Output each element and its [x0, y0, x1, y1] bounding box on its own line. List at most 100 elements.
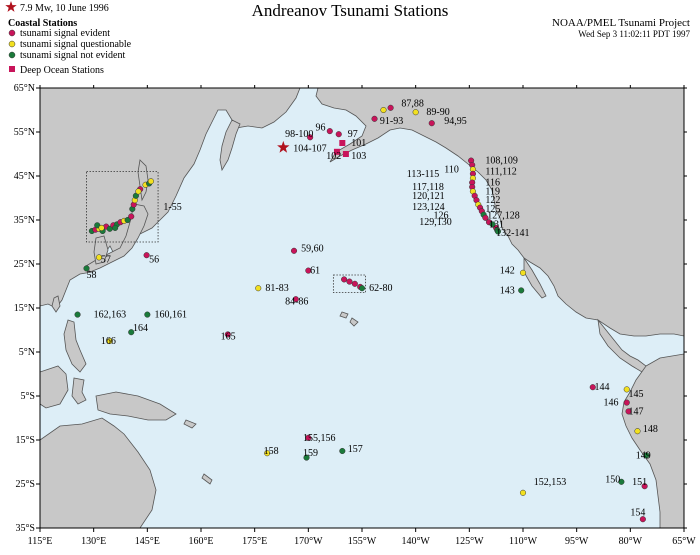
station-label: 89-90 [426, 107, 449, 118]
station-label: 154 [630, 508, 645, 519]
station-marker-questionable [255, 285, 262, 292]
legend-deep-label: Deep Ocean Stations [20, 65, 104, 76]
land-philippines [63, 319, 87, 373]
station-marker-evident [305, 434, 312, 441]
land-australia [40, 417, 157, 528]
station-marker-evident [625, 408, 632, 415]
station-marker-evident [641, 483, 648, 490]
station-label: 142 [500, 266, 515, 277]
land-kamchatka [219, 119, 241, 172]
land-sakhalin [137, 159, 149, 202]
station-label: 145 [629, 389, 644, 400]
legend-not-evident-marker [8, 51, 16, 59]
station-label: 131 [489, 219, 504, 230]
lon-tick-label: 110°W [509, 536, 538, 547]
station-label: 159 [303, 448, 318, 459]
station-marker-not-evident [303, 454, 310, 461]
land-new-guinea [95, 391, 177, 421]
station-marker-evident [351, 280, 358, 287]
station-label: 111,112 [485, 167, 516, 178]
lon-tick-label: 170°W [294, 536, 323, 547]
station-marker-questionable [264, 450, 271, 457]
lon-tick-label: 145°E [135, 536, 160, 547]
landmasses [40, 88, 684, 528]
coastal-station-markers [74, 104, 650, 523]
station-marker-questionable [634, 428, 641, 435]
station-label: 123,124 [412, 202, 445, 213]
station-label: 97 [348, 129, 358, 140]
lon-tick-label: 125°W [455, 536, 484, 547]
lat-tick-label: 15°S [15, 435, 35, 446]
station-label: 120,121 [412, 191, 445, 202]
station-label: 108,109 [485, 156, 518, 167]
land-hawaii [339, 311, 359, 327]
station-label: 57 [101, 255, 111, 266]
station-label: 160,161 [154, 310, 187, 321]
lon-tick-label: 130°E [81, 536, 106, 547]
station-label: 158 [264, 446, 279, 457]
station-marker-evident [290, 247, 298, 254]
land-solomons [183, 419, 197, 429]
lon-tick-label: 140°W [401, 536, 430, 547]
station-label: 84-86 [285, 296, 308, 307]
station-marker-questionable [519, 269, 527, 276]
station-label: 87,88 [401, 98, 424, 109]
station-label: 165 [221, 332, 236, 343]
lat-tick-label: 45°N [14, 171, 35, 182]
station-marker-not-evident [128, 329, 135, 336]
station-label: 116 [485, 178, 500, 189]
station-label: 91-93 [380, 116, 403, 127]
station-marker-not-evident [112, 224, 119, 231]
station-marker-evident [224, 331, 231, 338]
land-taiwan [51, 295, 61, 313]
legend-star-icon [5, 1, 17, 12]
station-label: 144 [595, 382, 610, 393]
station-labels: 1-55 56 57 58 59,60 61 62-80 81-83 84-86 87,8889-… [87, 98, 658, 518]
station-label: 113-115 [407, 169, 440, 180]
station-marker-not-evident [339, 447, 346, 455]
credit-project: NOAA/PMEL Tsunami Project [552, 17, 690, 29]
station-label: 125 [485, 204, 500, 215]
station-label: 1-55 [163, 202, 181, 213]
station-label: 62-80 [369, 283, 392, 294]
station-label: 103 [351, 151, 366, 162]
station-marker-evident [341, 276, 348, 283]
inset-boxes [86, 171, 366, 294]
land-japan [85, 203, 149, 273]
station-label: 119 [485, 186, 500, 197]
station-label: 166 [101, 336, 116, 347]
station-marker-not-evident [144, 311, 151, 318]
station-label: 150 [605, 475, 620, 486]
station-marker-evident [371, 115, 378, 122]
legend-questionable-label: tsunami signal questionable [20, 39, 132, 50]
land-borneo [40, 365, 69, 409]
station-marker-evident [428, 120, 435, 127]
inset-box [332, 274, 366, 294]
station-marker-evident [143, 252, 150, 259]
legend-evident-label: tsunami signal evident [20, 28, 110, 39]
station-marker-evident [482, 214, 489, 221]
legend-not-evident-label: tsunami signal not evident [20, 50, 125, 61]
station-label: 132-141 [496, 228, 529, 239]
lat-tick-label: 65°N [14, 83, 35, 94]
station-label: 149 [636, 450, 651, 461]
lat-tick-label: 25°N [14, 259, 35, 270]
station-label: 162,163 [94, 310, 127, 321]
lat-tick-label: 55°N [14, 127, 35, 138]
station-marker-evident [128, 213, 135, 220]
lat-tick-label: 5°N [19, 347, 35, 358]
station-marker-evident [326, 128, 333, 135]
station-marker-evident [292, 296, 299, 303]
station-label: 98-100 [285, 129, 313, 140]
epicenter-star-icon [277, 140, 290, 153]
station-marker-questionable [380, 106, 387, 114]
inset-box [86, 171, 159, 243]
longitude-axis: 115°E 130°E 145°E 160°E 175°E 170°W 155°W 140°W… [28, 85, 696, 547]
map-title: Andreanov Tsunami Stations [252, 1, 449, 20]
lat-tick-label: 15°N [14, 303, 35, 314]
legend-event-label: 7.9 Mw, 10 June 1996 [20, 3, 109, 14]
station-marker-questionable [623, 386, 630, 393]
land-new-caledonia [201, 473, 213, 485]
station-label: 58 [87, 270, 97, 281]
